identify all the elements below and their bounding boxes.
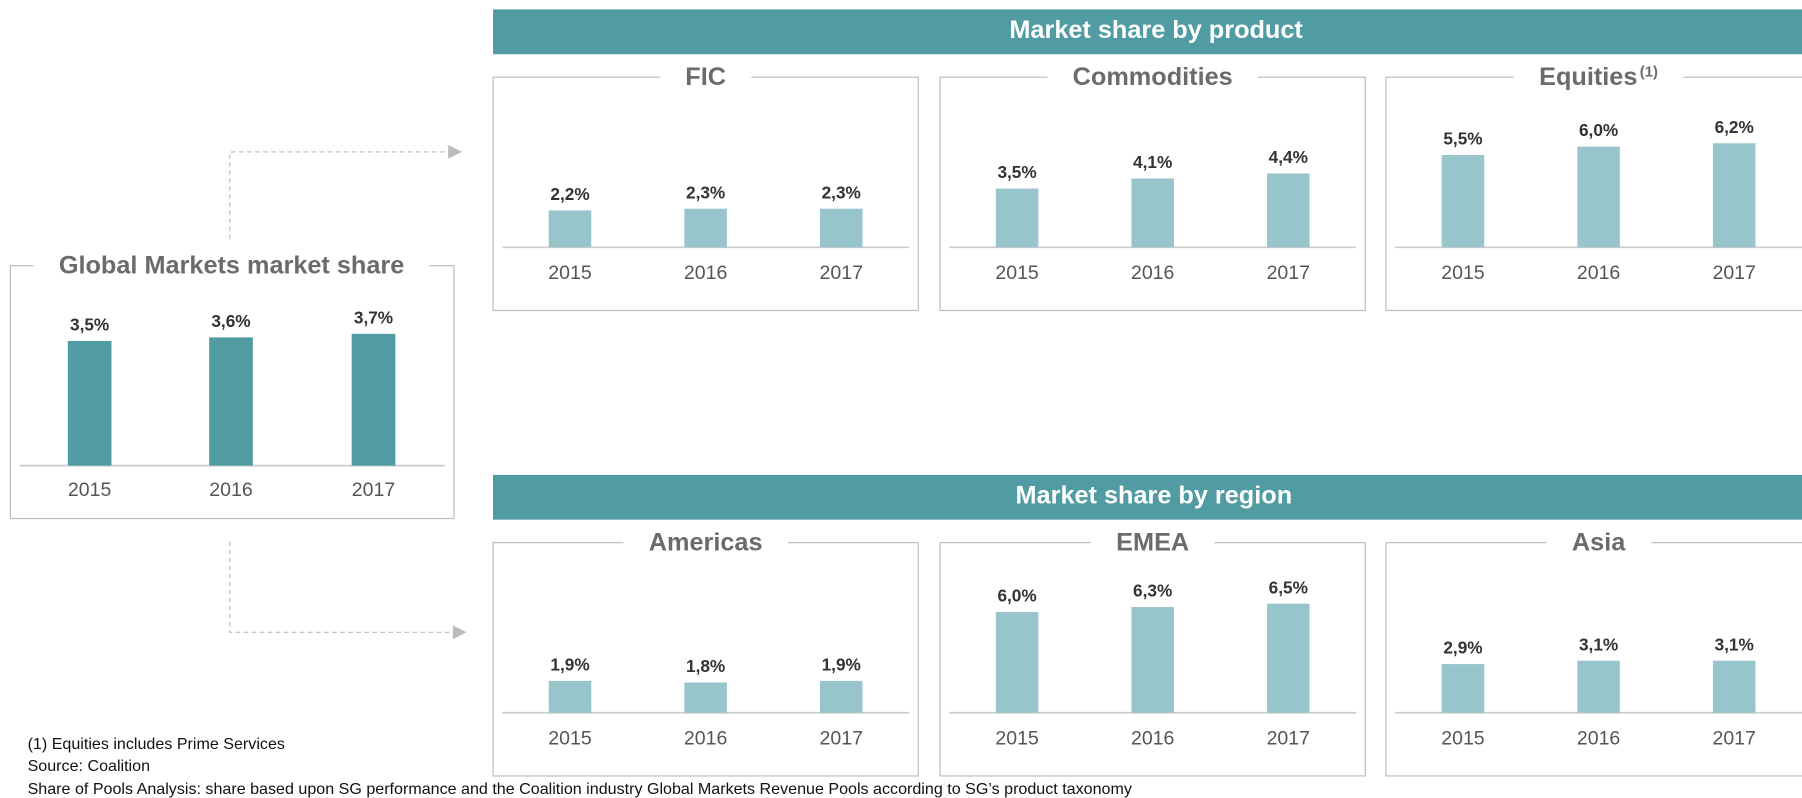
panel-title: Commodities (1047, 63, 1258, 91)
header-bar (493, 474, 1802, 520)
bar (1441, 155, 1485, 248)
x-tick-label: 2017 (1712, 727, 1755, 749)
footnote: Source: Coalition (28, 757, 150, 775)
chart-title: Commodities (1073, 63, 1233, 91)
data-label: 3,5% (997, 162, 1036, 182)
header: Market share by product (1009, 16, 1303, 44)
x-tick-label: 2015 (995, 727, 1039, 749)
data-label: 6,5% (1269, 577, 1308, 597)
panel-title: EMEA (1090, 528, 1215, 556)
footnote: (1) Equities includes Prime Services (28, 735, 285, 753)
data-label: 1,9% (550, 654, 589, 674)
x-tick-label: 2016 (1577, 727, 1620, 749)
data-label: 2,3% (822, 182, 861, 202)
x-tick-label: 2015 (1441, 727, 1485, 749)
data-label: 2,2% (550, 184, 589, 204)
x-tick-label: 2016 (684, 727, 727, 749)
data-label: 3,6% (211, 311, 250, 331)
data-label: 3,5% (70, 315, 109, 335)
data-label: 6,0% (997, 586, 1036, 606)
x-tick-label: 2016 (209, 479, 252, 501)
bar (1577, 660, 1620, 713)
bar (995, 612, 1039, 713)
x-tick-label: 2016 (1577, 262, 1620, 284)
data-label: 2,9% (1443, 638, 1482, 658)
x-tick-label: 2015 (995, 262, 1039, 284)
data-label: 5,5% (1443, 129, 1482, 149)
title-gap (1047, 73, 1258, 81)
title-gap (1513, 73, 1684, 81)
arrowhead (452, 625, 467, 640)
chart-title: EMEA (1116, 528, 1189, 556)
bar (1131, 607, 1174, 713)
title-gap (1546, 539, 1652, 547)
title-gap (1090, 539, 1215, 547)
chart-title: Americas (649, 528, 763, 556)
x-tick-label: 2016 (1131, 262, 1174, 284)
footnote: Share of Pools Analysis: share based upo… (28, 780, 1132, 798)
bar (1267, 173, 1310, 248)
data-label: 4,4% (1269, 147, 1308, 167)
bar (67, 340, 112, 466)
data-label: 2,3% (686, 182, 725, 202)
x-tick-label: 2017 (1267, 727, 1310, 749)
bar (684, 208, 727, 248)
bar (1577, 146, 1620, 248)
x-tick-label: 2017 (820, 262, 863, 284)
bar (684, 682, 727, 713)
title-gap (623, 539, 788, 547)
bar (548, 210, 592, 248)
bar (209, 337, 253, 466)
title-superscript: (1) (1640, 64, 1658, 81)
data-label: 3,1% (1579, 634, 1618, 654)
data-label: 6,0% (1579, 120, 1618, 140)
data-label: 6,3% (1133, 581, 1172, 601)
x-tick-label: 2015 (548, 727, 592, 749)
title-gap (33, 262, 430, 270)
header-bar (493, 9, 1802, 55)
panel-title: Americas (623, 528, 788, 556)
x-tick-label: 2016 (684, 262, 727, 284)
bar (819, 680, 863, 713)
chart-title: Equities (1539, 63, 1637, 91)
panel-title: Equities (1) (1513, 63, 1684, 91)
title-gap (659, 73, 752, 81)
data-label: 3,7% (354, 307, 393, 327)
arrowhead (448, 145, 462, 159)
data-label: 6,2% (1715, 117, 1754, 137)
x-tick-label: 2015 (68, 479, 112, 501)
data-label: 3,1% (1715, 634, 1754, 654)
chart-title: Global Markets market share (59, 252, 404, 280)
data-label: 1,9% (822, 654, 861, 674)
bar (1712, 143, 1756, 248)
data-label: 1,8% (686, 656, 725, 676)
x-tick-label: 2017 (1712, 262, 1755, 284)
x-tick-label: 2015 (548, 262, 592, 284)
panel-title: Asia (1546, 528, 1652, 556)
bar (1267, 603, 1310, 713)
chart-title: FIC (685, 63, 726, 91)
header: Market share by region (1016, 481, 1293, 509)
x-tick-label: 2016 (1131, 727, 1174, 749)
chart-title: Asia (1572, 528, 1626, 556)
x-tick-label: 2015 (1441, 262, 1485, 284)
data-label: 4,1% (1133, 152, 1172, 172)
panel-title: FIC (659, 63, 752, 91)
bar (1441, 664, 1485, 713)
panel-title: Global Markets market share (33, 252, 430, 280)
x-tick-label: 2017 (352, 479, 395, 501)
x-tick-label: 2017 (1267, 262, 1310, 284)
bar (351, 333, 396, 466)
bar (995, 188, 1039, 248)
bar (819, 208, 863, 248)
bar (548, 680, 592, 713)
bar (1712, 660, 1756, 713)
connector (229, 151, 456, 633)
bar (1131, 178, 1174, 248)
x-tick-label: 2017 (820, 727, 863, 749)
